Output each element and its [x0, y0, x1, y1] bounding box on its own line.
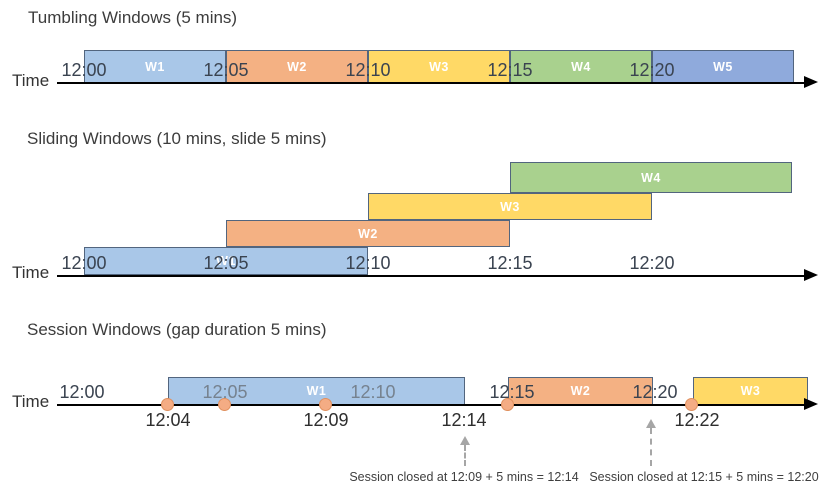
callout-arrow-stem [650, 428, 652, 466]
window-sliding-w1 [84, 247, 368, 275]
window-tumbling-w4 [510, 50, 652, 83]
time-axis-arrow-icon [804, 398, 818, 410]
time-axis-line-session [57, 404, 804, 406]
axis-tick-label-tumbling: 12:00 [61, 60, 107, 80]
window-tumbling-w2 [226, 50, 368, 83]
axis-tick-label-sliding: 12:05 [203, 253, 249, 273]
event-dot [319, 398, 332, 411]
axis-tick-label-tumbling: 12:20 [629, 60, 675, 80]
time-axis-arrow-icon [804, 76, 818, 88]
callout-arrow-stem [464, 445, 466, 466]
event-dot [685, 398, 698, 411]
session-closed-annotation-2: Session closed at 12:15 + 5 mins = 12:20 [589, 470, 819, 484]
axis-tick-label-session: 12:20 [632, 382, 678, 402]
window-tumbling-w5 [652, 50, 794, 83]
axis-tick-label-tumbling: 12:05 [203, 60, 249, 80]
window-sliding-w4 [510, 162, 792, 193]
time-axis-arrow-icon [804, 269, 818, 281]
axis-tick-label-tumbling: 12:10 [345, 60, 391, 80]
event-time-label: 12:04 [145, 410, 191, 430]
event-time-label: 12:09 [303, 410, 349, 430]
callout-arrow-head-icon [460, 436, 470, 445]
axis-tick-label-sliding: 12:20 [629, 253, 675, 273]
window-sliding-w2 [226, 220, 510, 247]
axis-tick-label-sliding: 12:00 [61, 253, 107, 273]
sliding-section-title: Sliding Windows (10 mins, slide 5 mins) [27, 129, 327, 148]
window-session-w3 [693, 377, 808, 405]
tumbling-section-title: Tumbling Windows (5 mins) [28, 8, 238, 27]
event-dot [218, 398, 231, 411]
event-dot [161, 398, 174, 411]
time-axis-line-sliding [57, 275, 804, 277]
session-closed-annotation-1: Session closed at 12:09 + 5 mins = 12:14 [349, 470, 579, 484]
axis-tick-label-sliding: 12:15 [487, 253, 533, 273]
sliding-time-axis-label: Time [12, 263, 50, 282]
event-time-label: 12:22 [674, 410, 720, 430]
axis-tick-label-session: 12:05 [202, 382, 248, 402]
session-section-title: Session Windows (gap duration 5 mins) [27, 320, 327, 339]
window-sliding-w3 [368, 193, 652, 220]
tumbling-time-axis-label: Time [12, 71, 50, 90]
axis-tick-label-tumbling: 12:15 [487, 60, 533, 80]
axis-tick-label-session: 12:10 [350, 382, 396, 402]
window-tumbling-w3 [368, 50, 510, 83]
session-time-axis-label: Time [12, 392, 50, 411]
window-session-w1 [168, 377, 465, 405]
callout-arrow-head-icon [646, 419, 656, 428]
axis-tick-label-session: 12:00 [59, 382, 105, 402]
event-dot [501, 398, 514, 411]
axis-tick-label-sliding: 12:10 [345, 253, 391, 273]
time-axis-line-tumbling [57, 82, 804, 84]
axis-tick-label-session: 12:15 [489, 382, 535, 402]
event-time-label: 12:14 [441, 410, 487, 430]
